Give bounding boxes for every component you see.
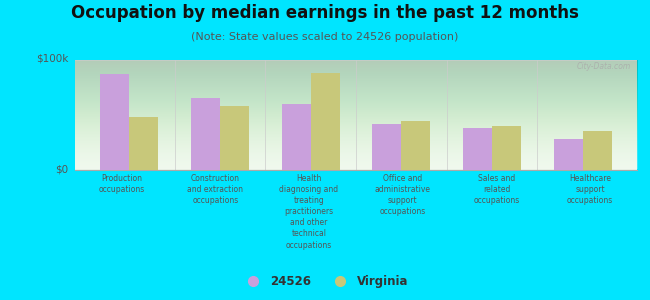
Text: City-Data.com: City-Data.com xyxy=(577,62,631,71)
Text: Occupation by median earnings in the past 12 months: Occupation by median earnings in the pas… xyxy=(71,4,579,22)
Bar xyxy=(129,117,158,169)
Text: $100k: $100k xyxy=(36,53,68,64)
Text: Healthcare
support
occupations: Healthcare support occupations xyxy=(567,174,613,205)
Bar xyxy=(191,98,220,170)
Bar xyxy=(492,126,521,169)
Text: Sales and
related
occupations: Sales and related occupations xyxy=(473,174,519,205)
Bar xyxy=(281,104,311,170)
Legend: 24526, Virginia: 24526, Virginia xyxy=(237,270,413,292)
Text: $0: $0 xyxy=(55,164,68,175)
Bar xyxy=(311,73,339,170)
Text: Construction
and extraction
occupations: Construction and extraction occupations xyxy=(187,174,243,205)
Bar xyxy=(582,131,612,169)
Bar xyxy=(372,124,401,170)
Text: Health
diagnosing and
treating
practitioners
and other
technical
occupations: Health diagnosing and treating practitio… xyxy=(280,174,339,250)
Text: Production
occupations: Production occupations xyxy=(99,174,145,194)
Bar xyxy=(401,121,430,169)
Bar xyxy=(100,74,129,170)
Bar xyxy=(554,139,582,169)
Bar xyxy=(220,106,249,169)
Text: (Note: State values scaled to 24526 population): (Note: State values scaled to 24526 popu… xyxy=(191,32,459,41)
Bar xyxy=(463,128,492,170)
Text: Office and
administrative
support
occupations: Office and administrative support occupa… xyxy=(375,174,431,216)
